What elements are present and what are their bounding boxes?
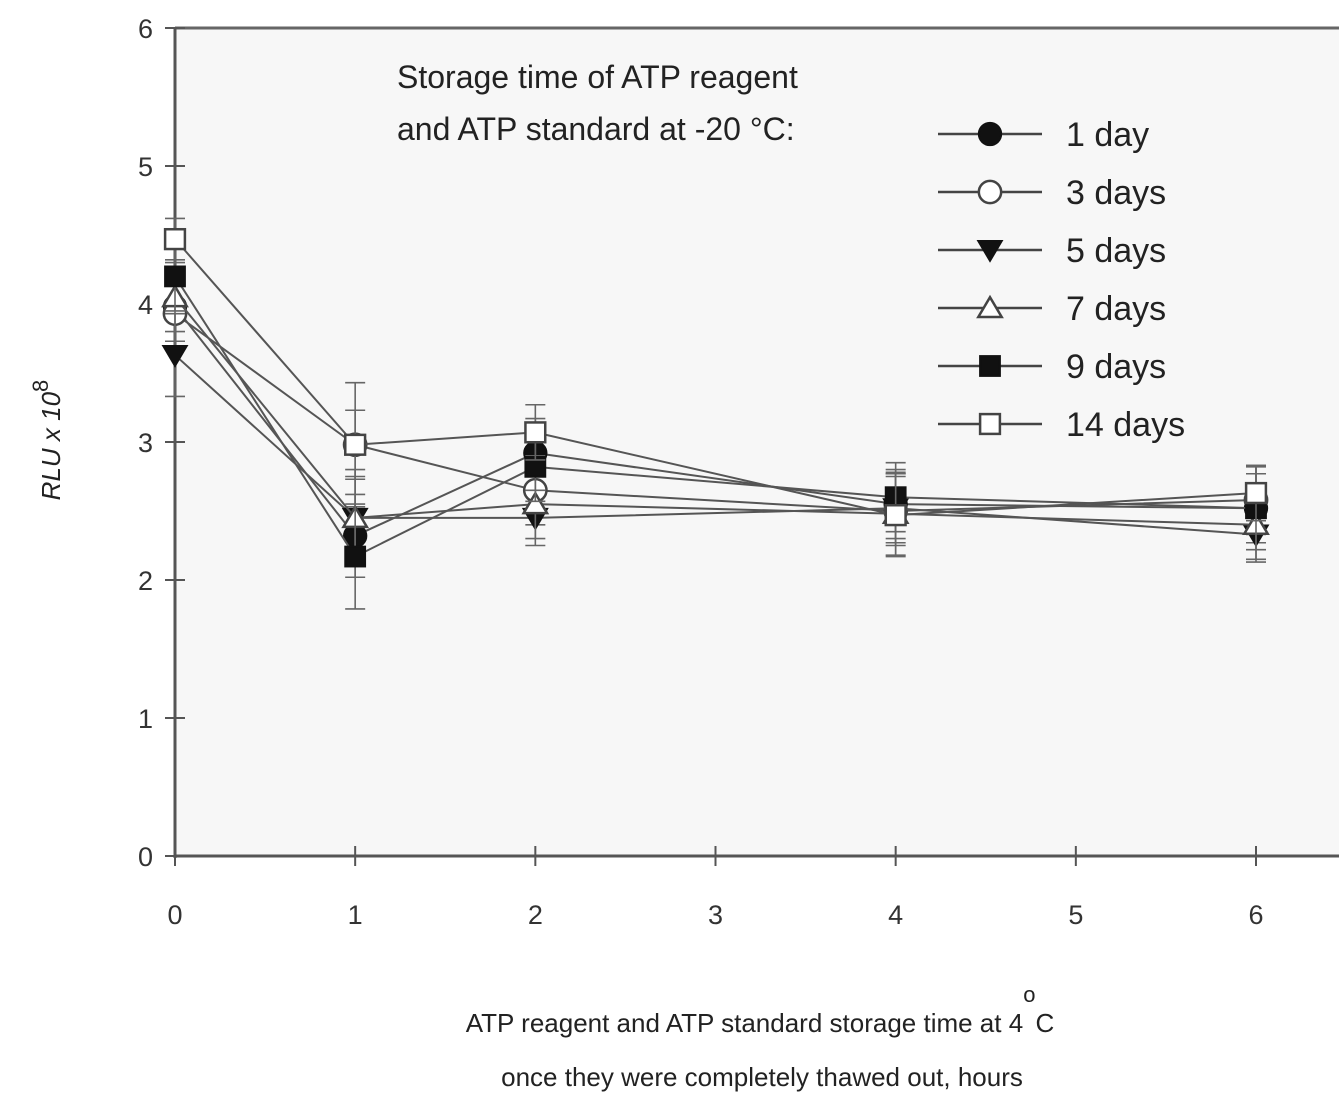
- legend-label: 1 day: [1066, 116, 1149, 154]
- x-axis-title-degree: o: [1023, 982, 1035, 1007]
- legend-item: 7 days: [938, 290, 1166, 328]
- x-tick-label: 0: [167, 900, 182, 930]
- x-tick-label: 6: [1248, 900, 1263, 930]
- legend-marker: [976, 240, 1004, 263]
- data-point: [524, 421, 547, 444]
- y-ticks: 0 1 2 3 4 5 6: [138, 14, 185, 872]
- x-ticks: 0 1 2 3 4 5 6: [167, 846, 1264, 930]
- legend-label: 7 days: [1066, 290, 1166, 328]
- data-point: [163, 227, 187, 251]
- legend-label: 3 days: [1066, 174, 1166, 212]
- y-tick-label: 5: [138, 152, 153, 182]
- x-axis-title: ATP reagent and ATP standard storage tim…: [466, 982, 1054, 1092]
- series-group: [163, 217, 1268, 558]
- legend-item: 3 days: [938, 174, 1166, 212]
- data-point: [1244, 481, 1268, 505]
- series-layer: [161, 217, 1270, 610]
- y-tick-label: 1: [138, 704, 153, 734]
- svg-text:RLU x 108: RLU x 108: [28, 380, 66, 501]
- legend-label: 14 days: [1066, 406, 1185, 444]
- y-tick-label: 2: [138, 566, 153, 596]
- data-point: [161, 345, 189, 368]
- data-point: [344, 433, 367, 456]
- y-tick-label: 3: [138, 428, 153, 458]
- data-point: [521, 490, 550, 515]
- legend-marker: [977, 179, 1003, 205]
- data-point: [164, 265, 186, 288]
- legend-title-line1: Storage time of ATP reagent: [397, 59, 798, 95]
- y-axis-title: RLU x 108: [28, 380, 66, 501]
- y-tick-label: 4: [138, 290, 153, 320]
- legend-label: 5 days: [1066, 232, 1166, 270]
- y-axis-title-text: RLU x 10: [36, 391, 66, 500]
- x-axis-title-line2: once they were completely thawed out, ho…: [501, 1062, 1023, 1092]
- y-tick-label: 6: [138, 14, 153, 44]
- y-axis-title-exponent: 8: [28, 380, 53, 392]
- y-tick-label: 0: [138, 842, 153, 872]
- legend-title-line2: and ATP standard at -20 °C:: [397, 111, 795, 147]
- x-tick-label: 1: [348, 900, 363, 930]
- legend-marker: [977, 121, 1003, 147]
- x-tick-label: 3: [708, 900, 723, 930]
- legend-item: 9 days: [938, 348, 1166, 386]
- x-tick-label: 5: [1068, 900, 1083, 930]
- x-axis-title-line1: ATP reagent and ATP standard storage tim…: [466, 1008, 1023, 1038]
- x-tick-label: 2: [528, 900, 543, 930]
- legend: Storage time of ATP reagent and ATP stan…: [397, 59, 1185, 444]
- legend-item: 1 day: [938, 116, 1149, 154]
- legend-marker: [978, 412, 1002, 436]
- data-point: [884, 503, 907, 527]
- data-point: [344, 545, 367, 568]
- svg-text:ATP reagent and ATP standard s: ATP reagent and ATP standard storage tim…: [466, 982, 1054, 1038]
- legend-items: 1 day 3 days 5 days 7 days 9 days 14 days: [938, 116, 1185, 444]
- legend-item: 14 days: [938, 406, 1185, 444]
- legend-item: 5 days: [938, 232, 1166, 270]
- legend-marker: [976, 294, 1004, 319]
- plot-area: [175, 28, 1339, 856]
- legend-marker: [979, 355, 1001, 377]
- legend-label: 9 days: [1066, 348, 1166, 386]
- x-axis-title-unit: C: [1035, 1008, 1054, 1038]
- x-tick-label: 4: [888, 900, 903, 930]
